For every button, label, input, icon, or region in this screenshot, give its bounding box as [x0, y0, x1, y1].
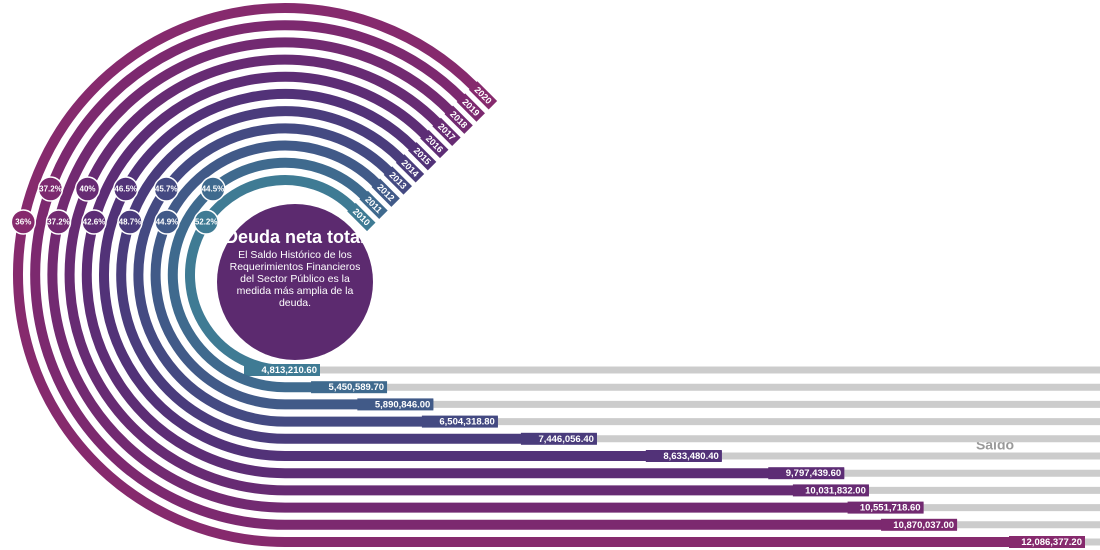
value-box	[847, 501, 924, 514]
year-box	[420, 129, 449, 159]
share-label: 52.2%	[195, 218, 218, 227]
share-badge	[45, 209, 72, 235]
value-label: 8,633,480.40	[663, 451, 718, 462]
ring-bar	[167, 157, 388, 393]
value-box	[881, 518, 958, 531]
share-label: 36%	[15, 218, 31, 227]
year-box	[468, 81, 498, 110]
value-label: 10,551,718.60	[860, 503, 921, 514]
year-box	[432, 117, 461, 147]
ring-bar	[81, 71, 845, 479]
share-badge	[81, 209, 107, 235]
share-badge	[37, 176, 64, 202]
year-box	[444, 105, 473, 134]
share-badge	[200, 176, 226, 202]
year-box	[371, 178, 400, 207]
value-label: 4,813,210.60	[262, 365, 317, 376]
share-badge	[153, 176, 180, 202]
center-circle	[217, 204, 373, 360]
year-box	[408, 142, 437, 171]
value-label: 12,086,377.20	[1021, 537, 1082, 548]
share-label: 37.2%	[47, 218, 70, 227]
value-box	[244, 364, 320, 376]
value-box	[792, 484, 869, 497]
year-box	[456, 93, 485, 122]
title: Deuda neta total	[224, 227, 366, 247]
share-badge	[117, 209, 143, 235]
share-label: 45.7%	[155, 185, 178, 194]
share-badge	[74, 176, 101, 202]
share-label: 44.5%	[202, 185, 225, 194]
subtitle: El Saldo Histórico de los Requerimientos…	[229, 249, 361, 309]
value-label: 5,450,589.70	[329, 382, 384, 393]
ring-bar	[99, 89, 722, 461]
center-text: Deuda neta total El Saldo Histórico de l…	[222, 228, 368, 309]
year-box	[359, 190, 388, 219]
value-label: 5,890,846.00	[375, 399, 430, 410]
share-label: 48.7%	[119, 218, 142, 227]
ring-bar	[185, 175, 356, 375]
year-box	[383, 166, 412, 195]
share-label: 40%	[80, 185, 96, 194]
value-box	[520, 432, 597, 445]
share-badge	[112, 176, 139, 202]
value-label: 9,797,439.60	[786, 468, 841, 479]
share-label: 46.5%	[114, 185, 137, 194]
value-box	[768, 467, 845, 480]
share-badge	[154, 209, 180, 235]
share-label: 37.2%	[39, 185, 62, 194]
share-badge	[10, 209, 37, 235]
value-label: 10,031,832.00	[805, 485, 866, 496]
share-label: 44.9%	[156, 218, 179, 227]
value-label: 6,504,318.80	[439, 417, 494, 428]
share-label: 42.6%	[83, 218, 106, 227]
year-box	[347, 202, 376, 232]
value-box	[421, 415, 498, 428]
value-box	[645, 450, 722, 462]
ring-bar	[47, 37, 924, 513]
share-badge	[193, 209, 219, 235]
value-label: 7,446,056.40	[538, 434, 593, 445]
year-box	[395, 154, 425, 183]
ring-bar	[13, 3, 1085, 547]
ring-bar	[133, 123, 498, 427]
value-box	[357, 398, 434, 411]
value-box	[311, 381, 388, 394]
value-label: 10,870,037.00	[893, 520, 954, 531]
value-box	[1009, 536, 1085, 548]
